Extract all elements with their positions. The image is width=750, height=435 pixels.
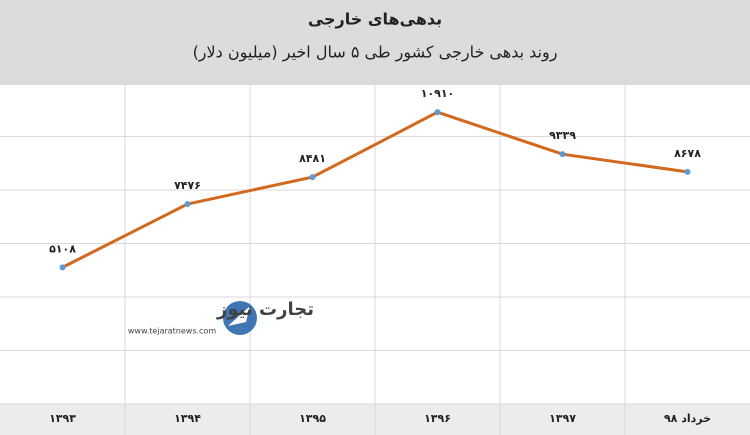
value-label: ۱۰۹۱۰ xyxy=(421,87,455,100)
logo-name: تجارت نیوز xyxy=(216,299,314,320)
value-label: ۸۴۸۱ xyxy=(299,152,326,165)
value-label: ۹۳۳۹ xyxy=(549,129,576,142)
x-tick-label: ۱۳۹۶ xyxy=(424,412,451,425)
x-tick-label: خرداد ۹۸ xyxy=(664,412,711,425)
value-label: ۷۴۷۶ xyxy=(174,179,201,192)
point xyxy=(184,201,191,208)
point xyxy=(434,109,441,116)
logo-url: www.tejaratnews.com xyxy=(128,327,216,336)
line xyxy=(61,110,688,269)
value-label: ۸۶۷۸ xyxy=(674,147,701,160)
x-tick-label: ۱۳۹۳ xyxy=(49,412,76,425)
point xyxy=(59,264,66,271)
header-band xyxy=(0,0,750,85)
point xyxy=(684,168,691,175)
logo-arrow xyxy=(228,306,250,326)
logo: تجارت نیوز www.tejaratnews.com xyxy=(128,299,314,336)
point xyxy=(559,151,566,158)
value-label: ۵۱۰۸ xyxy=(49,242,76,255)
x-tick-label: ۱۳۹۷ xyxy=(549,412,576,425)
x-tick-label: ۱۳۹۵ xyxy=(299,412,326,425)
x-tick-label: ۱۳۹۴ xyxy=(174,412,201,425)
chart-subtitle: روند بدهی خارجی کشور طی ۵ سال اخیر (میلی… xyxy=(193,43,558,63)
chart-title: بدهی‌های خارجی xyxy=(308,10,442,29)
point xyxy=(309,174,316,181)
